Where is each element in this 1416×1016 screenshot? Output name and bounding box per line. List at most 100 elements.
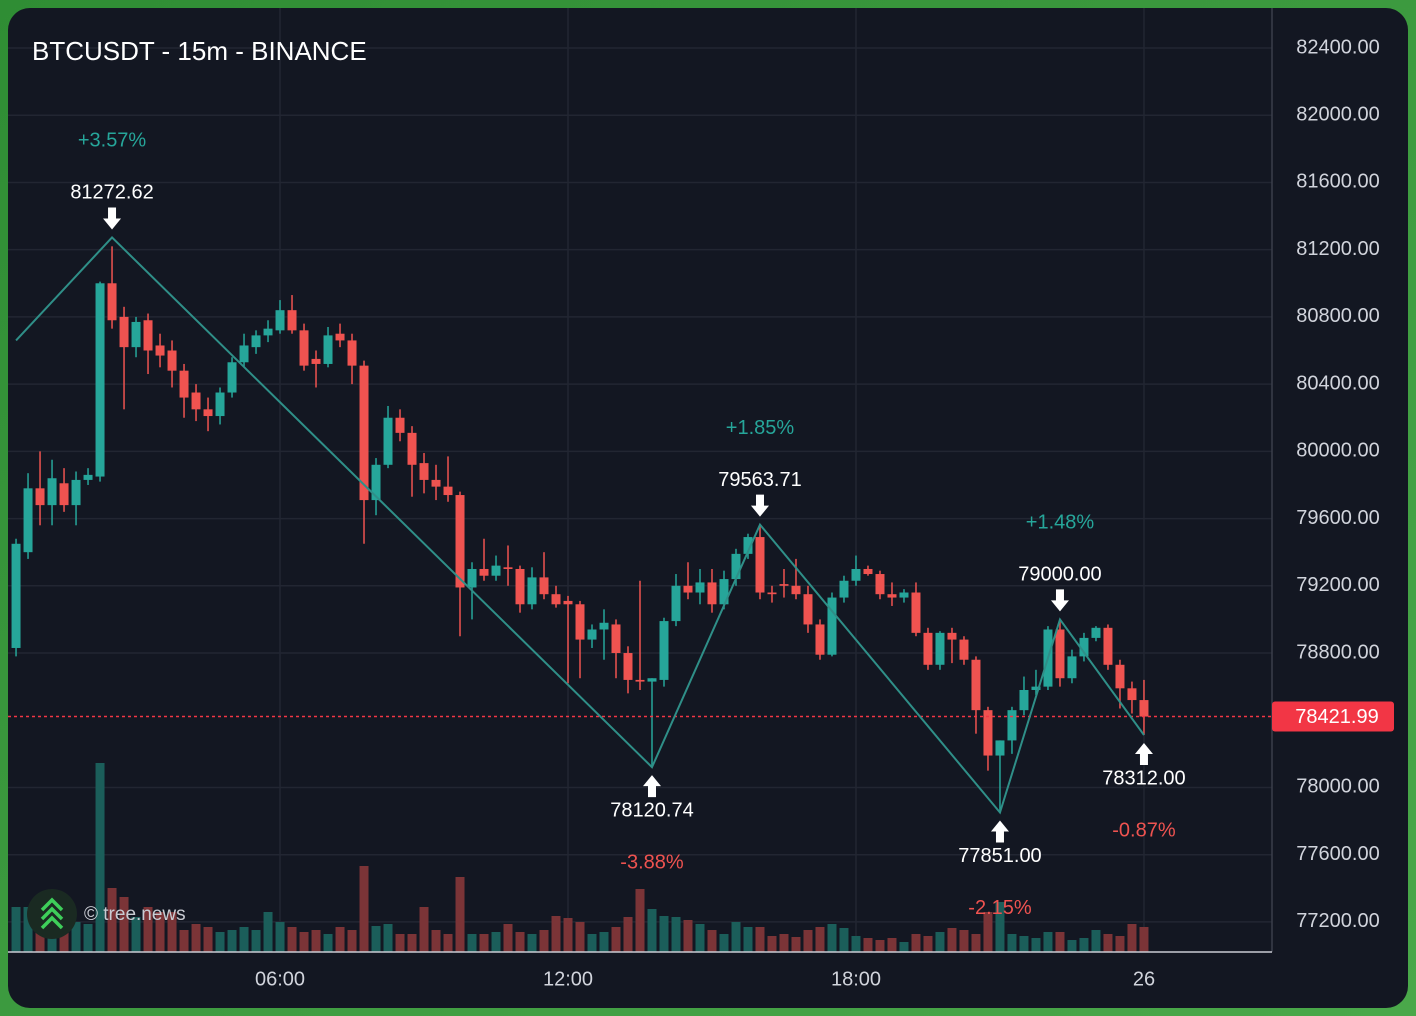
volume-bar xyxy=(659,916,669,952)
volume-bar xyxy=(755,927,765,952)
volume-bar xyxy=(491,932,501,952)
volume-bar xyxy=(887,938,897,952)
candle-body xyxy=(911,592,921,633)
volume-bar xyxy=(95,763,105,952)
volume-bar xyxy=(923,936,933,952)
candle-body xyxy=(731,553,741,580)
candle-body xyxy=(899,592,909,598)
candle-body xyxy=(275,310,285,331)
candle-body xyxy=(407,432,417,465)
y-tick-label: 77200.00 xyxy=(1296,910,1379,932)
volume-bar xyxy=(275,922,285,952)
y-tick-label: 79200.00 xyxy=(1296,574,1379,596)
volume-bar xyxy=(791,937,801,952)
chart-title: BTCUSDT - 15m - BINANCE xyxy=(32,36,367,66)
volume-bar xyxy=(215,932,225,952)
candle-body xyxy=(371,464,381,501)
candle-body xyxy=(491,565,501,576)
watermark-logo xyxy=(27,889,77,939)
candle-body xyxy=(335,333,345,341)
candle-body xyxy=(659,621,669,680)
pivot-arrow xyxy=(103,207,122,230)
volume-bar xyxy=(899,942,909,952)
volume-bar xyxy=(23,907,33,952)
candle-body xyxy=(167,350,177,371)
candle-body xyxy=(1091,627,1101,638)
candle-body xyxy=(239,345,249,363)
y-tick-label: 80000.00 xyxy=(1296,440,1379,462)
candle-body xyxy=(299,330,309,366)
candle-body xyxy=(1115,664,1125,689)
volume-bar xyxy=(1139,927,1149,952)
candle-body xyxy=(1139,700,1149,717)
candle-body xyxy=(527,577,537,605)
y-tick-label: 79600.00 xyxy=(1296,507,1379,529)
candle-body xyxy=(875,574,885,595)
candle-body xyxy=(647,678,657,682)
y-tick-label: 82000.00 xyxy=(1296,104,1379,126)
volume-bar xyxy=(119,897,129,952)
volume-bar xyxy=(503,924,513,952)
candle-body xyxy=(587,629,597,640)
y-tick-label: 81200.00 xyxy=(1296,238,1379,260)
volume-bar xyxy=(299,932,309,952)
volume-bar xyxy=(71,922,81,952)
candle-body xyxy=(791,585,801,595)
volume-bar xyxy=(1043,932,1053,952)
volume-bar xyxy=(983,912,993,952)
candle-body xyxy=(467,568,477,588)
candle-body xyxy=(839,580,849,598)
candle-body xyxy=(35,488,45,506)
volume-bar xyxy=(599,932,609,952)
candle-body xyxy=(23,488,33,553)
volume-bar xyxy=(395,934,405,952)
candle-body xyxy=(71,479,81,506)
candle-body xyxy=(695,582,705,593)
volume-bar xyxy=(623,917,633,952)
candle-body xyxy=(503,567,513,569)
volume-bar xyxy=(587,934,597,952)
volume-bar xyxy=(803,930,813,952)
panel xyxy=(8,8,1408,1008)
volume-bar xyxy=(935,932,945,952)
y-tick-label: 81600.00 xyxy=(1296,171,1379,193)
volume-bar xyxy=(263,912,273,952)
volume-bar xyxy=(611,927,621,952)
volume-bar xyxy=(719,934,729,952)
candle-body xyxy=(143,320,153,351)
y-tick-label: 80800.00 xyxy=(1296,305,1379,327)
volume-bar xyxy=(191,924,201,952)
x-tick-label: 06:00 xyxy=(255,968,305,990)
candle-body xyxy=(863,568,873,575)
pivot-arrow xyxy=(1134,743,1153,766)
candle-body xyxy=(1067,656,1077,679)
volume-bar xyxy=(371,926,381,952)
candle-body xyxy=(119,316,129,348)
volume-bar xyxy=(407,934,417,952)
candle-body xyxy=(155,345,165,356)
volume-bar xyxy=(647,909,657,952)
candle-body xyxy=(131,321,141,348)
volume-bar xyxy=(323,934,333,952)
candle-body xyxy=(1079,637,1089,657)
volume-bar xyxy=(539,930,549,952)
volume-bar xyxy=(155,912,165,952)
candle-body xyxy=(683,585,693,593)
volume-bar xyxy=(383,924,393,952)
candle-body xyxy=(311,358,321,364)
candle-body xyxy=(203,409,213,417)
volume-bar xyxy=(335,927,345,952)
pivot-price: 81272.62 xyxy=(70,182,153,204)
candle-body xyxy=(707,582,717,605)
volume-bar xyxy=(575,922,585,952)
candle-body xyxy=(623,653,633,680)
candle-body xyxy=(755,537,765,593)
y-tick-label: 82400.00 xyxy=(1296,36,1379,58)
volume-bar xyxy=(227,930,237,952)
pivot-change: -3.88% xyxy=(620,851,684,873)
volume-bar xyxy=(203,927,213,952)
candle-body xyxy=(971,659,981,711)
volume-bar xyxy=(443,934,453,952)
pivot-price: 79563.71 xyxy=(718,469,801,491)
volume-bar xyxy=(683,920,693,952)
